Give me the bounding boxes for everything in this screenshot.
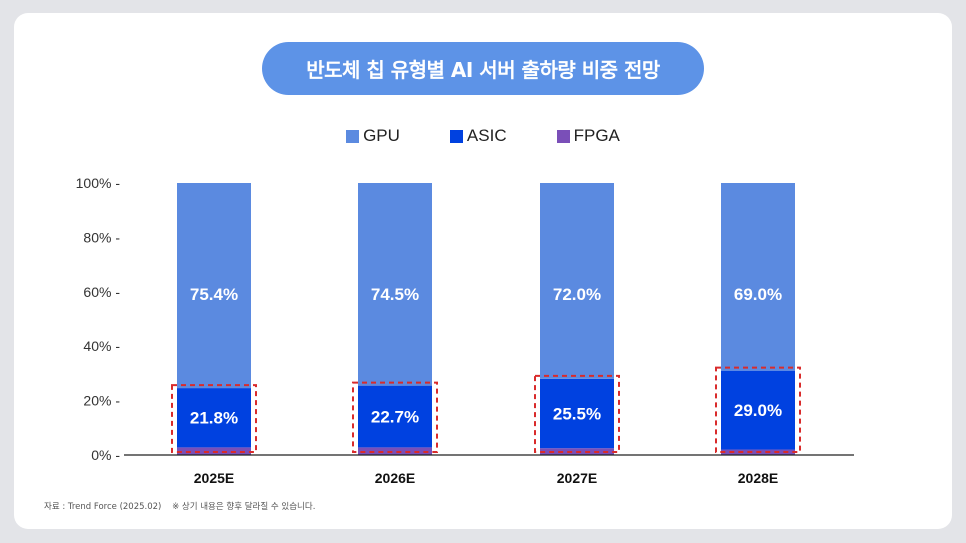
x-category-label: 2027E <box>557 470 597 486</box>
data-label-gpu: 72.0% <box>553 285 601 304</box>
asic-highlight-box <box>534 374 620 453</box>
legend-label-asic: ASIC <box>466 126 507 145</box>
y-tick-label: 20% - <box>83 393 120 409</box>
bar-gpu <box>721 183 795 371</box>
chart-title: 반도체 칩 유형별 AI 서버 출하량 비중 전망 <box>262 42 704 95</box>
legend-label-gpu: GPU <box>363 126 400 145</box>
asic-highlight-box <box>715 366 801 453</box>
data-label-gpu: 74.5% <box>371 285 419 304</box>
data-label-gpu: 69.0% <box>734 285 782 304</box>
y-tick-label: 40% - <box>83 338 120 354</box>
legend-item-gpu: GPU <box>346 126 400 146</box>
y-tick-label: 80% - <box>83 229 120 245</box>
x-category-label: 2026E <box>375 470 415 486</box>
bar-gpu <box>540 183 614 379</box>
asic-highlight-box <box>171 384 257 454</box>
legend-swatch-asic <box>449 129 463 143</box>
legend-item-asic: ASIC <box>449 126 507 146</box>
y-tick-label: 100% - <box>76 175 121 191</box>
footnote-note: ※ 상기 내용은 향후 달라질 수 있습니다. <box>172 502 316 512</box>
legend-swatch-gpu <box>346 129 360 143</box>
chart-legend: GPU ASIC FPGA <box>0 126 966 146</box>
y-tick-label: 0% - <box>91 447 120 463</box>
asic-highlight-box <box>352 381 438 454</box>
bar-asic <box>177 388 251 448</box>
legend-item-fpga: FPGA <box>556 126 620 146</box>
bar-gpu <box>177 183 251 389</box>
bar-asic <box>358 385 432 448</box>
data-label-asic: 22.7% <box>371 408 419 427</box>
y-tick-label: 60% - <box>83 284 120 300</box>
bar-gpu <box>358 183 432 386</box>
x-category-label: 2025E <box>194 470 234 486</box>
data-label-asic: 29.0% <box>734 401 782 420</box>
footnote-source: 자료 : Trend Force (2025.02) <box>44 502 162 512</box>
legend-swatch-fpga <box>556 129 570 143</box>
footnote: 자료 : Trend Force (2025.02) ※ 상기 내용은 향후 달… <box>44 500 315 512</box>
x-category-label: 2028E <box>738 470 778 486</box>
data-label-gpu: 75.4% <box>190 285 238 304</box>
legend-label-fpga: FPGA <box>573 126 620 145</box>
bar-fpga <box>358 447 432 455</box>
chart-card <box>14 13 952 529</box>
data-label-asic: 21.8% <box>190 409 238 428</box>
data-label-asic: 25.5% <box>553 405 601 424</box>
bar-asic <box>721 370 795 450</box>
bar-asic <box>540 378 614 449</box>
